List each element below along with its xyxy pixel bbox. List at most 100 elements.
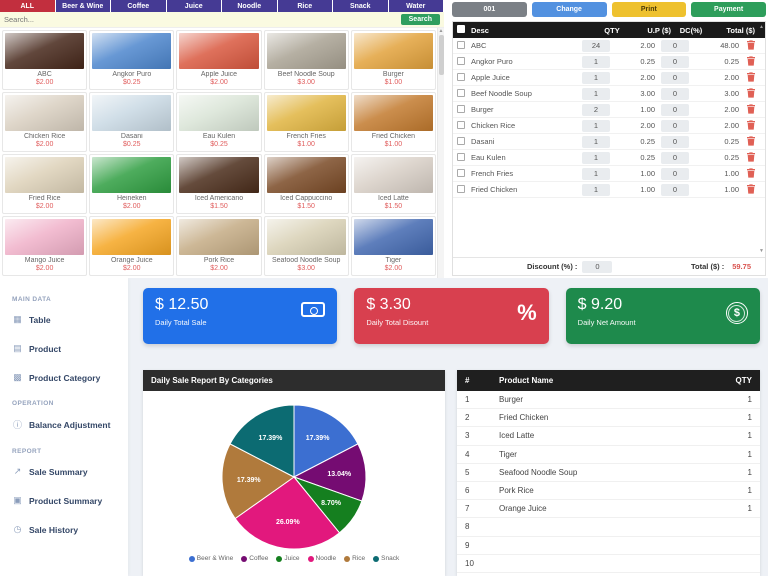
order-scroll-up-icon[interactable]: ▲ bbox=[759, 24, 764, 30]
tab-rice[interactable]: Rice bbox=[277, 0, 333, 13]
qty-input[interactable]: 24 bbox=[582, 39, 610, 52]
product-card[interactable]: Pork Rice $2.00 bbox=[176, 216, 262, 276]
scroll-up-icon[interactable]: ▲ bbox=[438, 28, 444, 34]
tab-noodle[interactable]: Noodle bbox=[222, 0, 278, 13]
tab-juice[interactable]: Juice bbox=[166, 0, 222, 13]
sidebar-item-sale-history[interactable]: ◷ Sale History bbox=[10, 515, 128, 544]
sidebar-item-balance-adjustment[interactable]: ⓘ Balance Adjustment bbox=[10, 409, 128, 440]
tab-water[interactable]: Water bbox=[388, 0, 444, 13]
row-checkbox[interactable] bbox=[457, 152, 465, 161]
qty-input[interactable]: 1 bbox=[582, 151, 610, 164]
dc-input[interactable]: 0 bbox=[661, 87, 689, 100]
qty-input[interactable]: 1 bbox=[582, 183, 610, 196]
delete-row-button[interactable] bbox=[739, 87, 755, 100]
row-checkbox[interactable] bbox=[457, 136, 465, 145]
scrollbar-thumb[interactable] bbox=[438, 35, 444, 75]
qty-input[interactable]: 1 bbox=[582, 135, 610, 148]
search-button[interactable]: Search bbox=[400, 14, 440, 26]
delete-row-button[interactable] bbox=[739, 151, 755, 164]
dc-input[interactable]: 0 bbox=[661, 119, 689, 132]
table-number-button[interactable]: 001 bbox=[452, 2, 527, 17]
product-card[interactable]: Iced Latte $1.50 bbox=[350, 154, 436, 214]
product-card[interactable]: Fried Rice $2.00 bbox=[2, 154, 88, 214]
product-card[interactable]: ABC $2.00 bbox=[2, 30, 88, 90]
row-checkbox[interactable] bbox=[457, 72, 465, 81]
tab-beer-wine[interactable]: Beer & Wine bbox=[55, 0, 111, 13]
dc-input[interactable]: 0 bbox=[661, 183, 689, 196]
row-checkbox[interactable] bbox=[457, 168, 465, 177]
row-checkbox[interactable] bbox=[457, 120, 465, 129]
product-table-row: 5 Seafood Noodle Soup 1 bbox=[457, 463, 760, 482]
product-card[interactable]: Apple Juice $2.00 bbox=[176, 30, 262, 90]
daily-total-discount-value: $ 3.30 bbox=[366, 296, 411, 313]
product-card[interactable]: Heineken $2.00 bbox=[89, 154, 175, 214]
qty-input[interactable]: 1 bbox=[582, 167, 610, 180]
row-checkbox[interactable] bbox=[457, 40, 465, 49]
tab-all[interactable]: ALL bbox=[0, 0, 56, 13]
delete-row-button[interactable] bbox=[739, 183, 755, 196]
sidebar-item-table[interactable]: ▦ Table bbox=[10, 305, 128, 334]
sidebar-item-product-category[interactable]: ▩ Product Category bbox=[10, 363, 128, 392]
payment-button[interactable]: Payment bbox=[691, 2, 766, 17]
dc-input[interactable]: 0 bbox=[661, 151, 689, 164]
product-card[interactable]: Mango Juice $2.00 bbox=[2, 216, 88, 276]
qty-input[interactable]: 1 bbox=[582, 71, 610, 84]
delete-row-button[interactable] bbox=[739, 71, 755, 84]
product-card[interactable]: Burger $1.00 bbox=[350, 30, 436, 90]
product-card[interactable]: Iced Cappuccino $1.50 bbox=[263, 154, 349, 214]
tab-snack[interactable]: Snack bbox=[333, 0, 389, 13]
row-checkbox[interactable] bbox=[457, 88, 465, 97]
product-card[interactable]: Fried Chicken $1.00 bbox=[350, 92, 436, 152]
product-card[interactable]: Beef Noodle Soup $3.00 bbox=[263, 30, 349, 90]
print-button[interactable]: Print bbox=[611, 2, 687, 17]
dc-input[interactable]: 0 bbox=[661, 103, 689, 116]
product-card[interactable]: Eau Kulen $0.25 bbox=[176, 92, 262, 152]
legend-dot bbox=[276, 555, 283, 562]
pie-slice-beer-wine bbox=[293, 404, 359, 478]
product-grid-scrollbar[interactable]: ▲ bbox=[437, 28, 444, 278]
row-qty: 1 bbox=[747, 431, 752, 441]
order-row: Chicken Rice 1 2.00 0 2.00 bbox=[453, 118, 765, 134]
product-name: Chicken Rice bbox=[23, 133, 66, 140]
dc-input[interactable]: 0 bbox=[661, 39, 689, 52]
unit-price: 0.25 bbox=[640, 137, 655, 146]
search-input[interactable] bbox=[4, 15, 397, 25]
product-card[interactable]: Dasani $0.25 bbox=[89, 92, 175, 152]
product-card[interactable]: French Fries $1.00 bbox=[263, 92, 349, 152]
product-card[interactable]: Seafood Noodle Soup $3.00 bbox=[263, 216, 349, 276]
line-total: 2.00 bbox=[724, 73, 739, 82]
sidebar-item-product-summary[interactable]: ▣ Product Summary bbox=[10, 486, 128, 515]
sidebar-item-product[interactable]: ▤ Product bbox=[10, 334, 128, 363]
product-card[interactable]: Chicken Rice $2.00 bbox=[2, 92, 88, 152]
select-all-checkbox[interactable] bbox=[457, 25, 465, 33]
qty-input[interactable]: 2 bbox=[582, 103, 610, 116]
order-scroll-down-icon[interactable]: ▼ bbox=[759, 248, 764, 254]
qty-input[interactable]: 1 bbox=[582, 119, 610, 132]
qty-input[interactable]: 1 bbox=[582, 87, 610, 100]
delete-row-button[interactable] bbox=[739, 55, 755, 68]
product-card[interactable]: Tiger $2.00 bbox=[350, 216, 436, 276]
qty-input[interactable]: 1 bbox=[582, 55, 610, 68]
delete-row-button[interactable] bbox=[739, 135, 755, 148]
row-checkbox[interactable] bbox=[457, 104, 465, 113]
delete-row-button[interactable] bbox=[739, 39, 755, 52]
dc-input[interactable]: 0 bbox=[661, 135, 689, 148]
pie-slice-noodle bbox=[234, 476, 341, 550]
delete-row-button[interactable] bbox=[739, 119, 755, 132]
order-item-desc: Chicken Rice bbox=[471, 121, 516, 130]
delete-row-button[interactable] bbox=[739, 167, 755, 180]
dc-input[interactable]: 0 bbox=[661, 167, 689, 180]
product-card[interactable]: Angkor Puro $0.25 bbox=[89, 30, 175, 90]
dc-input[interactable]: 0 bbox=[661, 55, 689, 68]
product-image bbox=[5, 33, 85, 69]
dc-input[interactable]: 0 bbox=[661, 71, 689, 84]
sidebar-item-sale-summary[interactable]: ↗ Sale Summary bbox=[10, 457, 128, 486]
change-button[interactable]: Change bbox=[531, 2, 607, 17]
row-checkbox[interactable] bbox=[457, 56, 465, 65]
tab-coffee[interactable]: Coffee bbox=[111, 0, 167, 13]
row-checkbox[interactable] bbox=[457, 184, 465, 193]
delete-row-button[interactable] bbox=[739, 103, 755, 116]
discount-input[interactable]: 0 bbox=[582, 260, 613, 273]
product-card[interactable]: Iced Americano $1.50 bbox=[176, 154, 262, 214]
product-card[interactable]: Orange Juice $2.00 bbox=[89, 216, 175, 276]
